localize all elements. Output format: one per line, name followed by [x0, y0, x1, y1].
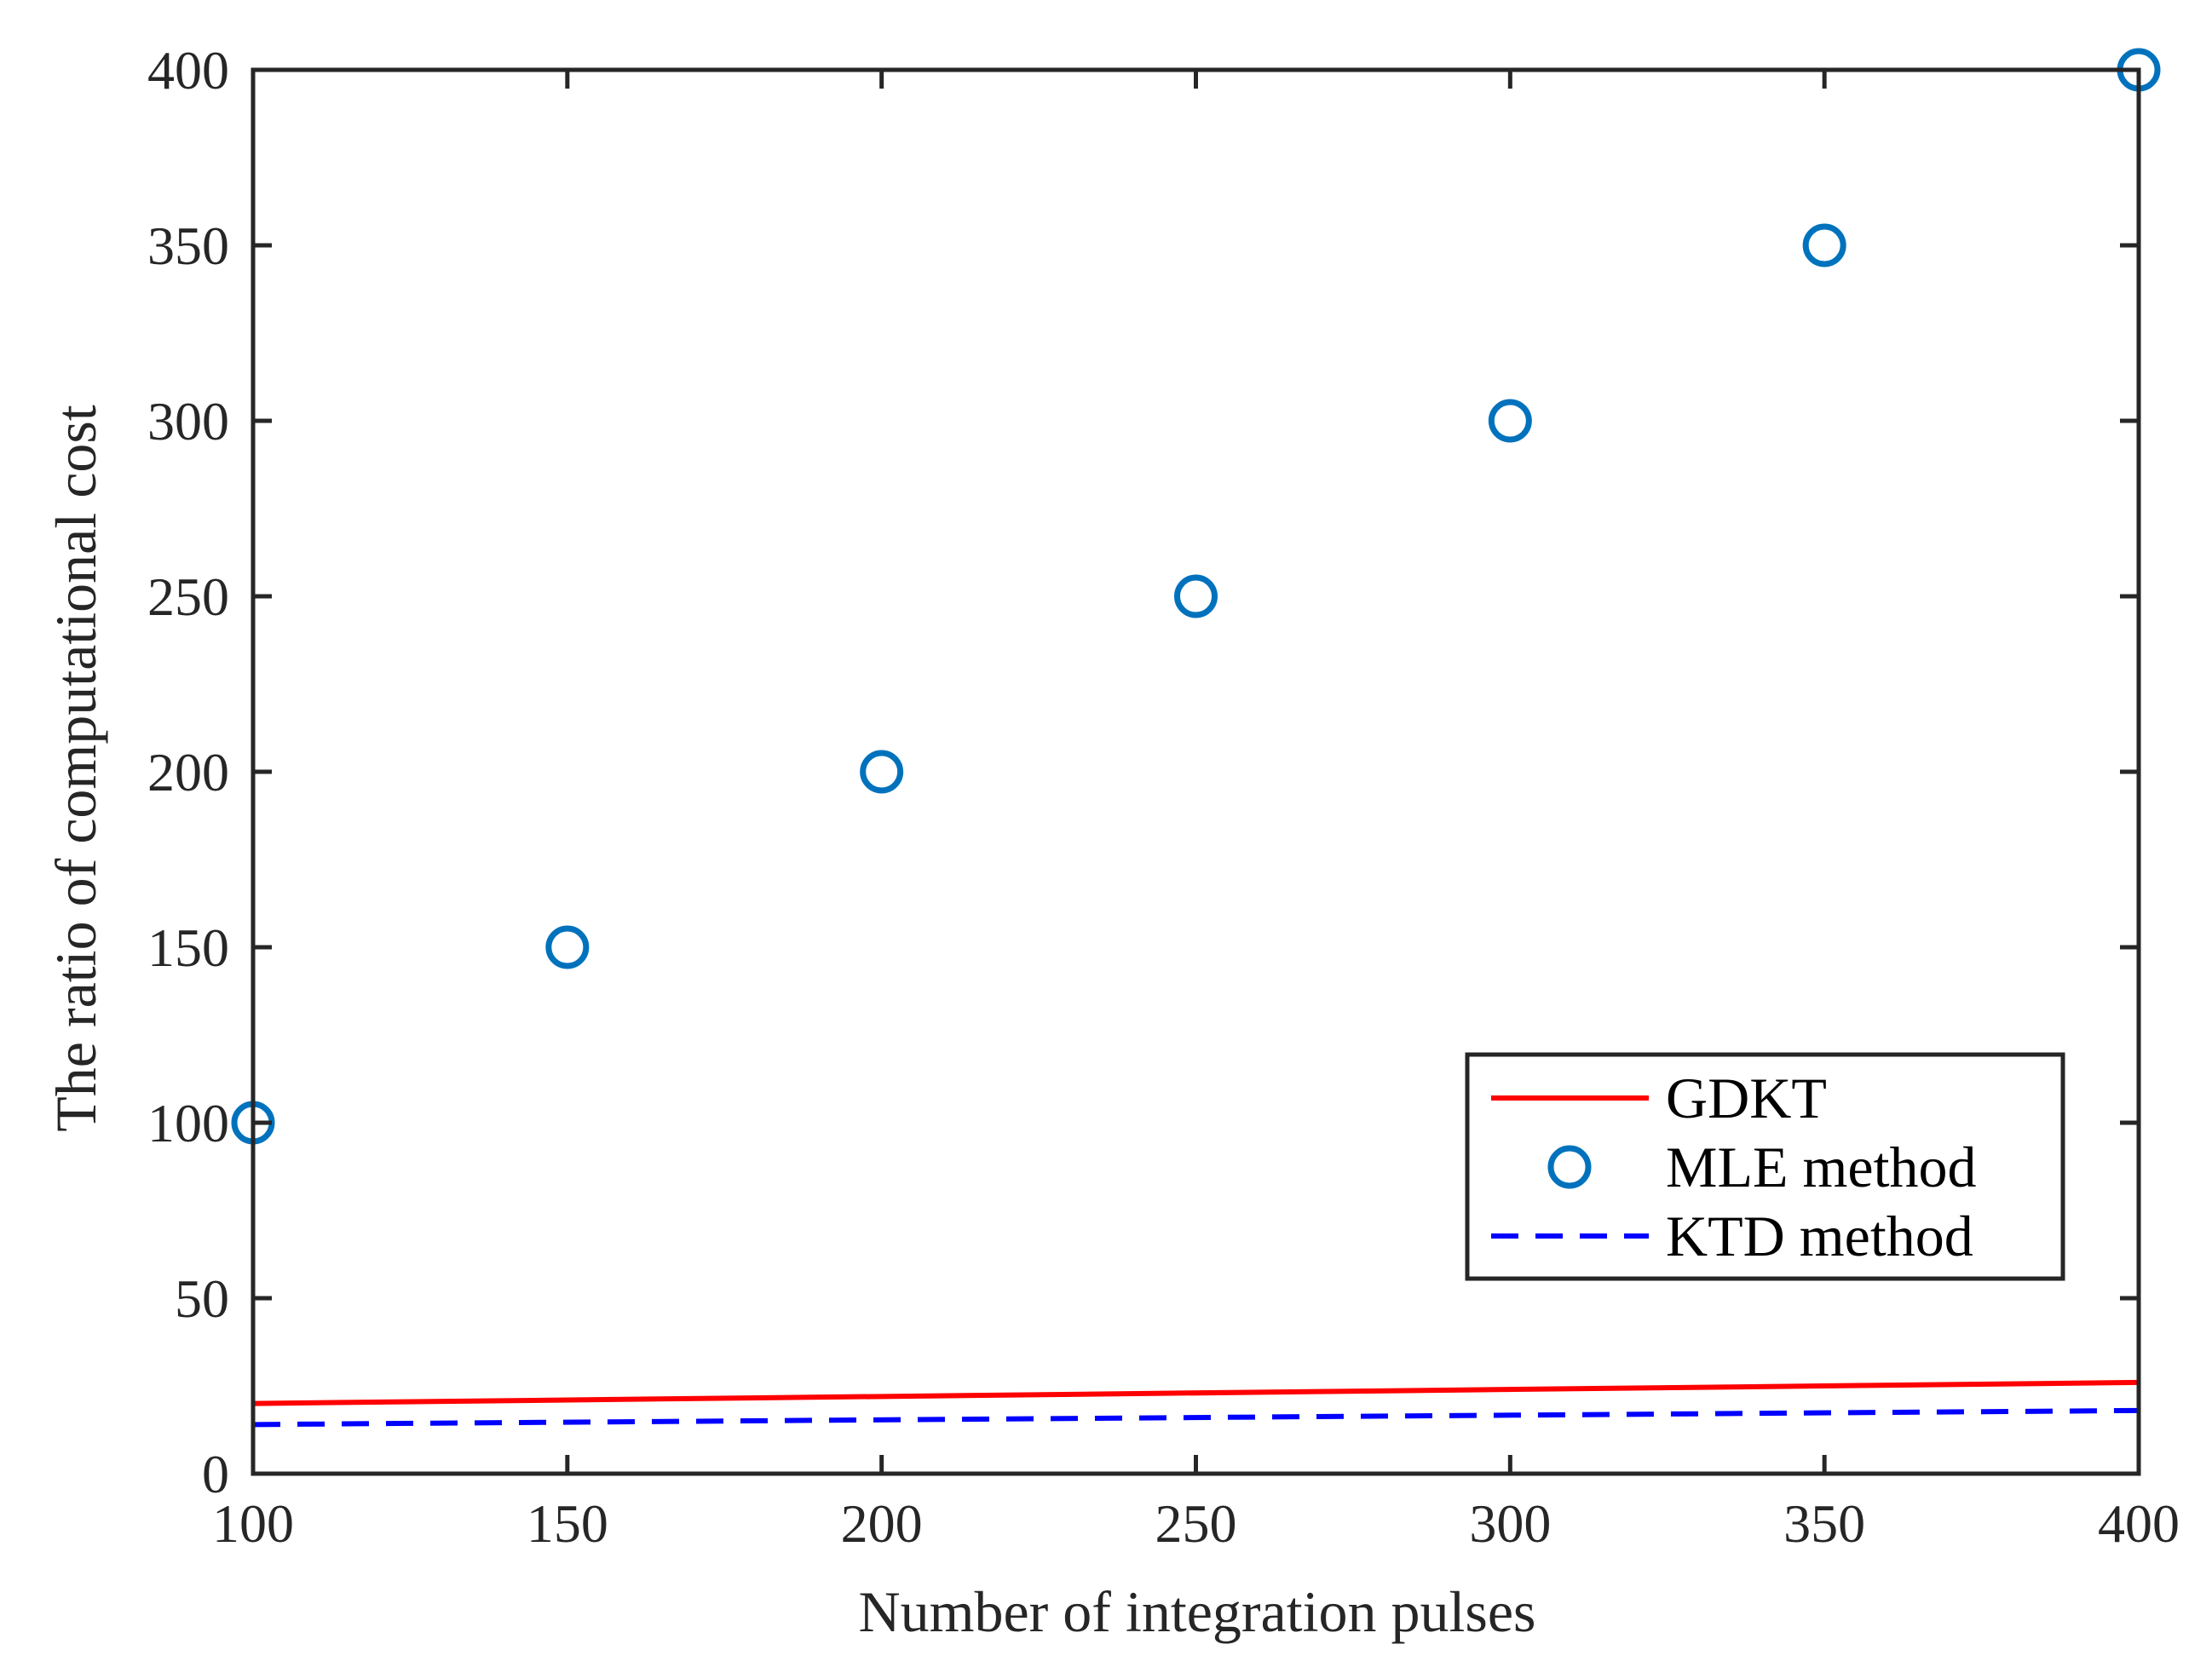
- x-tick-label: 250: [1155, 1493, 1237, 1554]
- ktd-method-line: [252, 1407, 2140, 1428]
- x-tick-label: 350: [1783, 1493, 1865, 1554]
- mle-method-point: [1488, 399, 1532, 443]
- x-tick-label: 300: [1469, 1493, 1551, 1554]
- gdkt-line: [252, 1379, 2140, 1406]
- legend: GDKT MLE method KTD method: [1465, 1052, 2065, 1281]
- y-tick-label: 50: [175, 1268, 229, 1329]
- y-tick-label: 400: [147, 40, 229, 101]
- x-tick-label: 200: [841, 1493, 923, 1554]
- y-tick-label: 300: [147, 391, 229, 451]
- mle-method-point: [545, 925, 590, 969]
- x-tick-label: 150: [527, 1493, 608, 1554]
- y-tick-label: 150: [147, 917, 229, 978]
- x-tick-label: 400: [2098, 1493, 2180, 1554]
- legend-mle-swatch: [1547, 1145, 1592, 1189]
- legend-box: [1465, 1052, 2065, 1281]
- legend-ktd-label: KTD method: [1666, 1204, 1973, 1268]
- mle-method-point: [860, 750, 904, 794]
- legend-mle-label: MLE method: [1666, 1135, 1977, 1199]
- x-tick-label: 100: [212, 1493, 294, 1554]
- mle-method-point: [1174, 574, 1218, 618]
- legend-gdkt-label: GDKT: [1666, 1066, 1827, 1130]
- y-axis-title: The ratio of computational cost: [43, 405, 108, 1132]
- x-axis: 100 150 200 250 300 350 400: [212, 70, 2180, 1554]
- y-tick-label: 0: [202, 1444, 229, 1504]
- y-tick-label: 200: [147, 742, 229, 802]
- mle-method-point: [1802, 223, 1846, 267]
- y-tick-label: 350: [147, 216, 229, 276]
- y-tick-label: 250: [147, 566, 229, 627]
- x-axis-title: Number of integration pulses: [858, 1579, 1535, 1644]
- y-axis: 0 50 100 150 200 250 300 350 400: [147, 40, 2139, 1504]
- y-tick-label: 100: [147, 1093, 229, 1153]
